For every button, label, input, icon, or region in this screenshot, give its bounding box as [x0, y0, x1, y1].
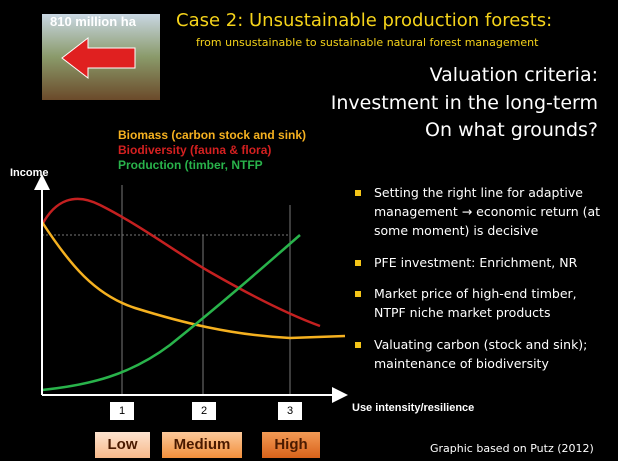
legend-entry: Production (timber, NTFP: [118, 158, 263, 172]
marker-label: 3: [278, 402, 302, 420]
legend-entry: Biodiversity (fauna & flora): [118, 143, 271, 157]
marker-label: 1: [110, 402, 134, 420]
bullet-text: Setting the right line for adaptive mana…: [374, 183, 609, 240]
subtitle: from unsustainable to sustainable natura…: [196, 36, 538, 49]
bullet: [355, 190, 361, 196]
bullet-text: Valuating carbon (stock and sink); maint…: [374, 335, 609, 373]
bullet-text: Market price of high-end timber, NTPF ni…: [374, 284, 609, 322]
level-box: Medium: [162, 432, 242, 458]
heading: Investment in the long-term: [331, 92, 598, 114]
bullet: [355, 342, 361, 348]
slide: 810 million ha Case 2: Unsustainable pro…: [0, 0, 618, 461]
heading: On what grounds?: [425, 119, 598, 141]
biodiversity-curve: [42, 199, 320, 326]
bullet: [355, 260, 361, 266]
heading: Valuation criteria:: [430, 64, 598, 86]
biomass-curve: [42, 222, 345, 338]
level-box: Low: [95, 432, 150, 458]
level-box: High: [262, 432, 320, 458]
legend-entry: Biomass (carbon stock and sink): [118, 128, 306, 142]
source-note: Graphic based on Putz (2012): [430, 442, 594, 455]
title: Case 2: Unsustainable production forests…: [176, 10, 552, 31]
marker-label: 2: [192, 402, 216, 420]
bullet-text: PFE investment: Enrichment, NR: [374, 253, 609, 272]
photo-label: 810 million ha: [50, 14, 136, 29]
y-axis-label: Income: [10, 167, 49, 179]
bullet: [355, 291, 361, 297]
production-curve: [42, 235, 300, 390]
x-axis-label: Use intensity/resilience: [352, 402, 474, 414]
